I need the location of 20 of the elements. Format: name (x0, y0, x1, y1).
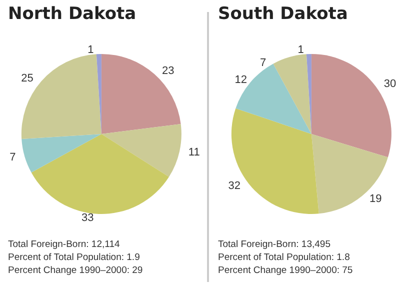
data-label: 32 (228, 180, 241, 192)
data-label: 25 (21, 72, 34, 84)
chart-title: North Dakota (8, 4, 136, 24)
text: Total Foreign-Born: 13,495 (218, 239, 330, 250)
text: Total Foreign-Born: 12,114 (8, 239, 120, 250)
data-label: 23 (162, 64, 174, 77)
data-label: 7 (10, 151, 16, 164)
data-label: 7 (260, 57, 266, 70)
text: Percent Change 1990–2000: 75 (218, 265, 353, 276)
data-label: 33 (82, 212, 94, 224)
data-label: 12 (234, 74, 248, 86)
data-label: 30 (384, 78, 396, 90)
data-label: 1 (298, 44, 304, 56)
text: Percent of Total Population: 1.9 (8, 252, 140, 263)
data-label: 19 (370, 193, 382, 206)
text: Percent of Total Population: 1.8 (218, 252, 350, 263)
data-label: 11 (188, 146, 200, 158)
chart-title: South Dakota (218, 4, 348, 24)
data-label: 1 (88, 44, 94, 56)
text: Percent Change 1990–2000: 29 (8, 265, 143, 276)
